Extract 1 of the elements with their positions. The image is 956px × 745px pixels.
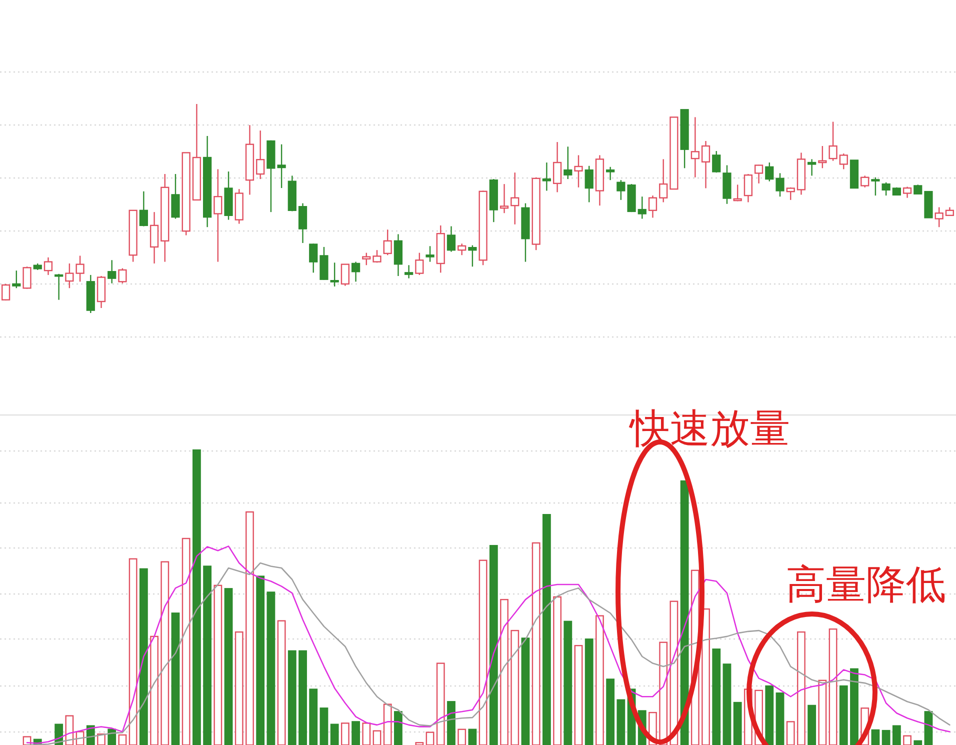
annotation: 高量降低 — [786, 563, 946, 607]
